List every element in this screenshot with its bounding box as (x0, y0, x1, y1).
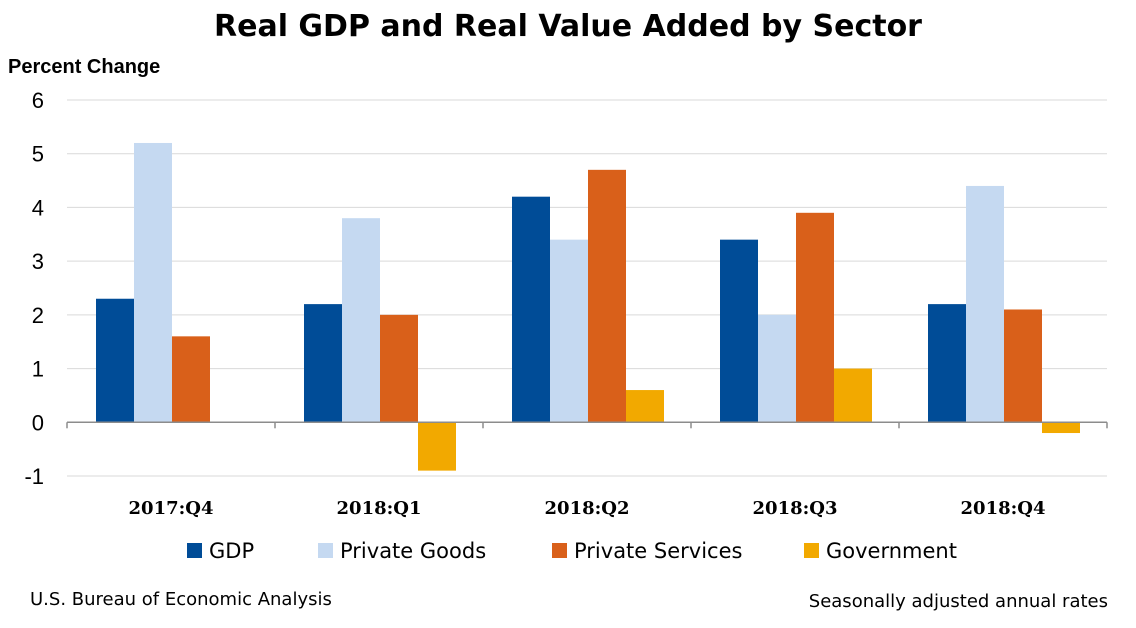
bar-private-goods-2018-q3 (758, 314, 796, 423)
legend: GDP Private Goods Private Services Governme… (187, 539, 957, 563)
y-tick-label: -1 (24, 464, 44, 489)
chart-title: Real GDP and Real Value Added by Sector (214, 9, 922, 44)
x-tick-label: 2018:Q4 (961, 498, 1046, 519)
x-tick-label: 2018:Q3 (753, 498, 838, 519)
bar-private-goods-2017-q4 (134, 142, 172, 423)
y-tick-label: 4 (32, 195, 44, 220)
y-tick-label: 0 (32, 410, 44, 435)
bar-gdp-2018-q1 (304, 304, 342, 423)
bar-gdp-2018-q3 (720, 239, 758, 423)
legend-label: Private Goods (340, 539, 486, 563)
bar-private-goods-2018-q1 (342, 218, 380, 423)
legend-item-private-goods: Private Goods (318, 539, 486, 563)
legend-label: Private Services (574, 539, 742, 563)
x-axis-ticks: 2017:Q4 2018:Q1 2018:Q2 2018:Q3 2018:Q4 (66, 422, 1108, 519)
bars (96, 142, 1080, 471)
legend-swatch (804, 543, 819, 558)
y-axis-label: Percent Change (8, 56, 160, 78)
bar-government-2018-q1 (418, 422, 456, 471)
bar-private-goods-2018-q4 (966, 185, 1004, 423)
legend-item-government: Government (804, 539, 957, 563)
legend-item-gdp: GDP (187, 539, 254, 563)
bar-government-2018-q4 (1042, 422, 1080, 434)
x-tick-label: 2018:Q2 (545, 498, 630, 519)
legend-swatch (552, 543, 567, 558)
y-tick-label: 1 (32, 357, 44, 382)
y-tick-label: 6 (32, 88, 44, 113)
seasonal-note: Seasonally adjusted annual rates (809, 591, 1108, 612)
legend-item-private-services: Private Services (552, 539, 742, 563)
bar-private-goods-2018-q2 (550, 239, 588, 423)
bar-private-services-2018-q2 (588, 169, 626, 423)
bar-private-services-2018-q1 (380, 314, 418, 423)
x-tick-label: 2018:Q1 (337, 498, 422, 519)
bar-gdp-2018-q4 (928, 304, 966, 423)
source-note: U.S. Bureau of Economic Analysis (30, 589, 332, 610)
y-axis-ticks: 6 5 4 3 2 1 0 -1 (24, 88, 44, 489)
x-tick-label: 2017:Q4 (129, 498, 214, 519)
legend-swatch (187, 543, 202, 558)
bar-gdp-2018-q2 (512, 196, 550, 423)
bar-gdp-2017-q4 (96, 298, 134, 423)
legend-label: GDP (209, 539, 254, 563)
bar-government-2018-q3 (834, 368, 872, 423)
legend-label: Government (826, 539, 957, 563)
y-tick-label: 2 (32, 303, 44, 328)
bar-private-services-2018-q4 (1004, 309, 1042, 423)
y-tick-label: 3 (32, 249, 44, 274)
bar-private-services-2017-q4 (172, 336, 210, 423)
y-tick-label: 5 (32, 142, 44, 167)
bar-government-2018-q2 (626, 390, 664, 423)
bar-private-services-2018-q3 (796, 212, 834, 423)
legend-swatch (318, 543, 333, 558)
